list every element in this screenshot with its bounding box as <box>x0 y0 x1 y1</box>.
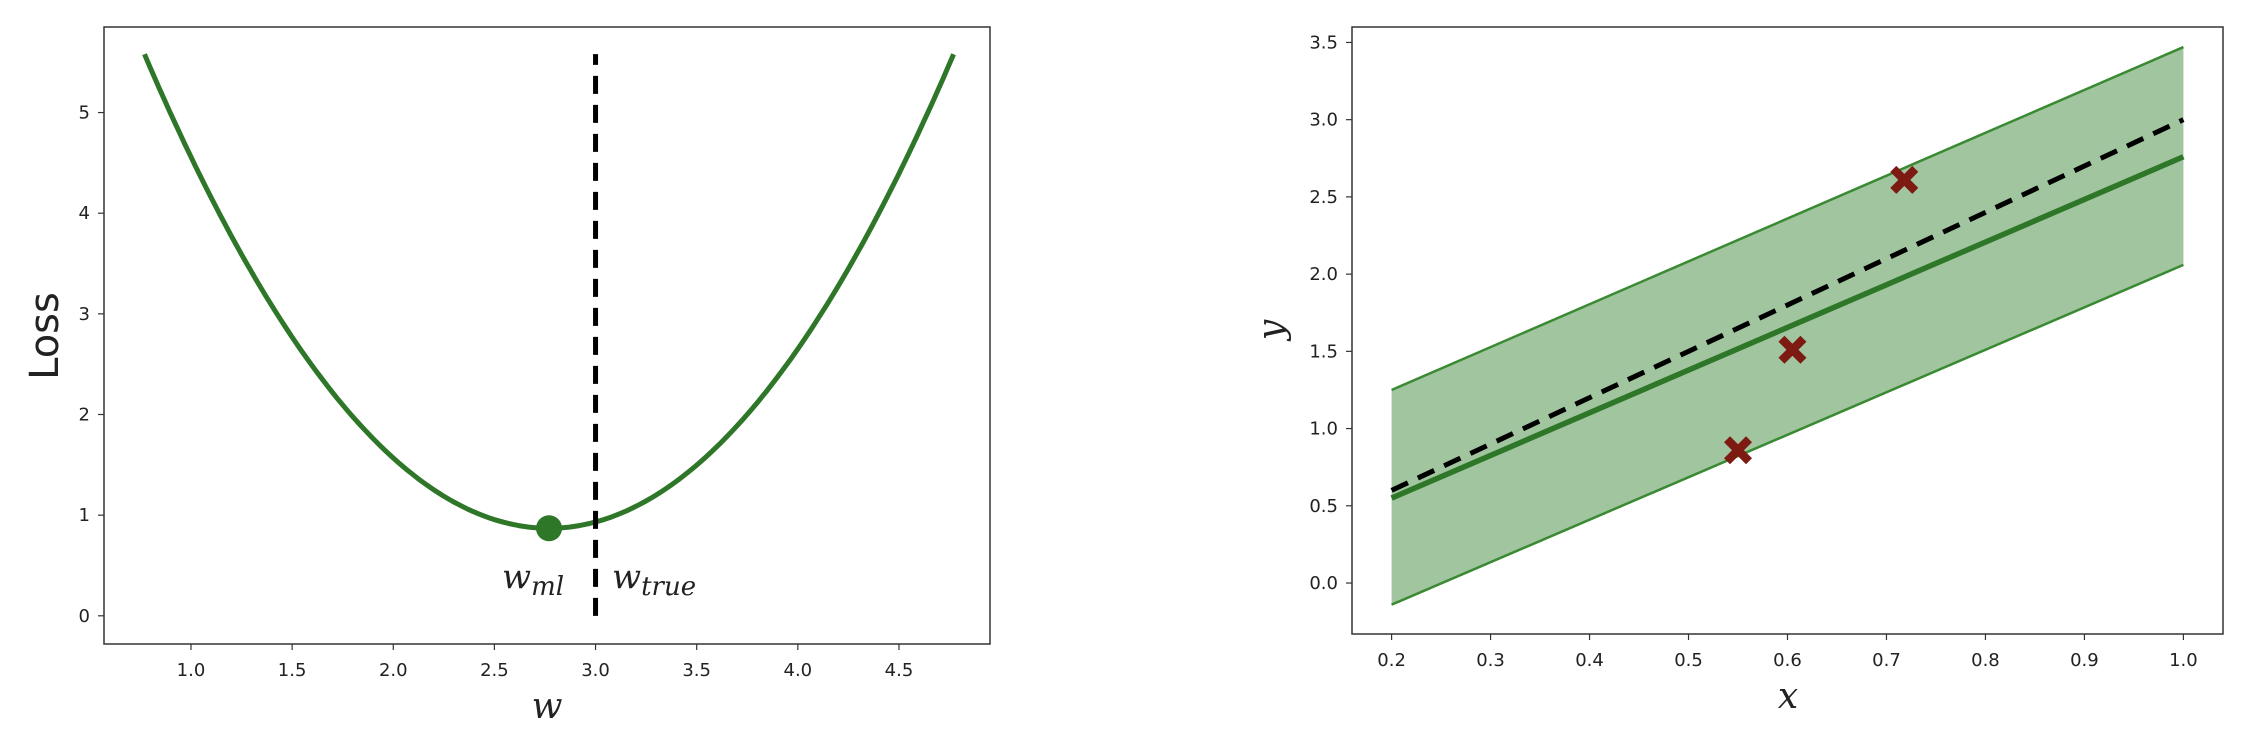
loss-curve <box>142 53 956 531</box>
minimum-label: wml <box>502 557 564 602</box>
truth-label-sub: true <box>641 572 696 602</box>
regression-chart-ytick-label: 0.5 <box>1309 496 1338 517</box>
loss-chart-xlabel: w <box>532 686 563 727</box>
regression-chart-ylabel: y <box>1251 319 1292 342</box>
loss-chart-frame <box>103 26 991 645</box>
loss-chart-xtick-label: 4.5 <box>885 660 914 681</box>
true-line <box>1390 117 2185 493</box>
regression-chart-ticks: 0.2 0.3 0.4 0.5 0.6 0.7 0.8 0.9 1.0 0.0 0.5 1.0 1.5 2… <box>1309 32 2197 671</box>
regression-chart-ytick-label: 1.5 <box>1309 341 1338 362</box>
truth-label-base: w <box>612 557 641 597</box>
data-point <box>1724 436 1753 465</box>
regression-chart-xtick-label: 0.2 <box>1377 650 1406 671</box>
ml-minimum-marker <box>536 515 563 542</box>
loss-chart-ytick-label: 2 <box>79 405 90 426</box>
regression-chart-xtick-label: 0.7 <box>1872 650 1901 671</box>
loss-chart-ytick-label: 3 <box>79 304 90 325</box>
loss-chart-xtick-label: 4.0 <box>784 660 813 681</box>
regression-chart-xtick-label: 1.0 <box>2169 650 2198 671</box>
loss-chart-ylabel: Loss <box>22 292 68 380</box>
regression-chart-xtick-label: 0.8 <box>1971 650 2000 671</box>
regression-chart-marks <box>1390 45 2185 606</box>
loss-chart-xtick-label: 2.5 <box>480 660 509 681</box>
fit-line <box>1390 154 2185 501</box>
loss-chart-xtick-label: 1.5 <box>278 660 307 681</box>
loss-chart-ytick-label: 0 <box>79 606 90 627</box>
regression-chart-xtick-label: 0.5 <box>1674 650 1703 671</box>
loss-chart-marks <box>142 53 956 616</box>
regression-chart: 0.2 0.3 0.4 0.5 0.6 0.7 0.8 0.9 1.0 0.0 0.5 1.0 1.5 2… <box>1251 26 2224 717</box>
regression-chart-ytick-label: 3.5 <box>1309 32 1338 53</box>
loss-chart-ticks: 1.0 1.5 2.0 2.5 3.0 3.5 4.0 4.5 0 1 2 3 4 5 <box>79 103 914 681</box>
loss-chart-xtick-label: 3.5 <box>682 660 711 681</box>
regression-chart-xtick-label: 0.9 <box>2070 650 2099 671</box>
loss-chart-ytick-label: 5 <box>79 103 90 124</box>
loss-chart-ytick-label: 4 <box>79 203 90 224</box>
minimum-label-base: w <box>502 557 531 597</box>
loss-chart-xtick-label: 2.0 <box>379 660 408 681</box>
regression-chart-ytick-label: 3.0 <box>1309 110 1338 131</box>
minimum-label-sub: ml <box>531 572 564 602</box>
regression-chart-xtick-label: 0.6 <box>1773 650 1802 671</box>
regression-chart-xlabel: x <box>1778 676 1798 717</box>
loss-chart-ytick-label: 1 <box>79 505 90 526</box>
loss-chart-xtick-label: 1.0 <box>177 660 206 681</box>
regression-chart-xtick-label: 0.3 <box>1476 650 1505 671</box>
regression-chart-ytick-label: 2.5 <box>1309 187 1338 208</box>
band-lower-edge <box>1391 263 2184 606</box>
loss-chart-xtick-label: 3.0 <box>581 660 610 681</box>
truth-label: wtrue <box>612 557 696 602</box>
regression-chart-xtick-label: 0.4 <box>1575 650 1604 671</box>
regression-chart-ytick-label: 2.0 <box>1309 264 1338 285</box>
band-upper-edge <box>1391 45 2184 392</box>
regression-chart-ytick-label: 0.0 <box>1309 573 1338 594</box>
data-point <box>1778 335 1807 364</box>
regression-chart-ytick-label: 1.0 <box>1309 419 1338 440</box>
data-point <box>1890 165 1919 194</box>
